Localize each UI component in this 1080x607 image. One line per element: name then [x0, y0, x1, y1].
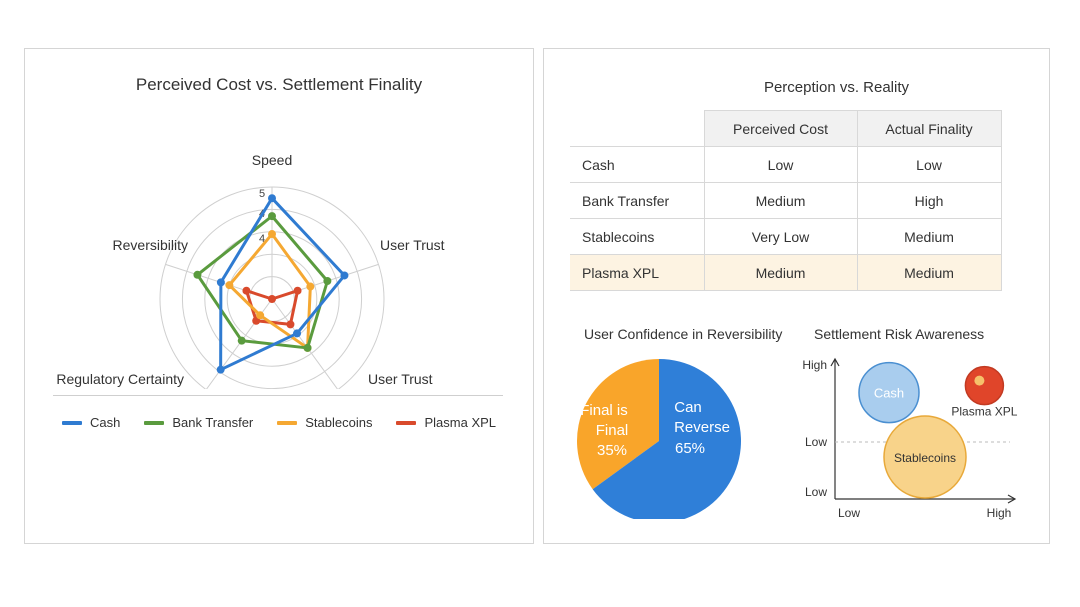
- legend-swatch-cash: [61, 420, 82, 425]
- row-label: Stablecoins: [570, 218, 704, 255]
- row-label: Plasma XPL: [570, 254, 704, 291]
- legend-swatch-plasma-xpl: [396, 420, 417, 425]
- radar-point-cash: [216, 278, 225, 287]
- row-actual: Medium: [856, 218, 1002, 255]
- row-label: Bank Transfer: [570, 182, 704, 219]
- pie-chart: Final is Final 35% Can Reverse 65%: [577, 359, 741, 519]
- radar-point-plasma-xpl: [242, 286, 251, 295]
- radar-point-bank-transfer: [303, 343, 312, 352]
- legend-item-bank-transfer: Bank Transfer: [144, 415, 253, 430]
- legend-item-stablecoins: Stablecoins: [277, 415, 372, 430]
- pie-label-final: Final is: [580, 402, 628, 419]
- table-header-row: Perceived Cost Actual Finality: [570, 110, 1002, 147]
- legend-swatch-bank-transfer: [144, 420, 165, 425]
- radar-legend: Cash Bank Transfer Stablecoins Plasma XP…: [25, 415, 533, 430]
- radar-axis-label: Speed: [252, 152, 292, 168]
- legend-label-cash: Cash: [89, 415, 121, 430]
- table-title: Perception vs. Reality: [763, 79, 910, 96]
- radar-point-bank-transfer: [323, 277, 332, 286]
- legend-swatch-stablecoins: [277, 420, 298, 425]
- legend-label-bank-transfer: Bank Transfer: [172, 415, 254, 430]
- right-panel: Perception vs. Reality Perceived Cost Ac…: [543, 48, 1050, 544]
- radar-axis-label: Reversibility: [113, 237, 188, 253]
- legend-item-plasma-xpl: Plasma XPL: [396, 415, 496, 430]
- pie-label-final: 35%: [597, 442, 627, 459]
- bubble-y-label: Low: [805, 485, 827, 499]
- bubble-point: [883, 415, 967, 499]
- row-perceived: Medium: [703, 182, 857, 219]
- table-header-actual: Actual Finality: [856, 110, 1002, 147]
- radar-point-bank-transfer: [237, 336, 246, 345]
- radar-axis-label: User Trust: [380, 237, 445, 253]
- radar-point-cash: [340, 271, 349, 280]
- bubble-title: Settlement Risk Awareness: [814, 326, 985, 342]
- pie-label-final: Final: [596, 422, 629, 439]
- pie-title: User Confidence in Reversibility: [584, 326, 783, 342]
- bubble-x-label: Low: [838, 506, 860, 520]
- radar-point-plasma-xpl: [293, 286, 302, 295]
- table-header-perceived: Perceived Cost: [703, 110, 857, 147]
- pie-label-reverse: Reverse: [674, 419, 730, 436]
- pie-label-reverse: Can: [674, 399, 702, 416]
- radar-series-cash: [219, 196, 346, 372]
- perception-table: Perceived Cost Actual Finality Cash Low …: [570, 110, 1002, 291]
- radar-tick-label: 4: [259, 233, 265, 245]
- bubble-y-arrow: [830, 357, 840, 367]
- radar-point-cash: [293, 329, 302, 338]
- radar-point-stablecoins: [268, 230, 276, 239]
- radar-point-bank-transfer: [268, 212, 276, 221]
- bubble-x-arrow: [1007, 494, 1017, 504]
- bubble-chart: High Low Low Low High Cash Plasma XPL Stablecoi…: [802, 357, 1018, 520]
- legend-divider: [53, 395, 503, 396]
- bubble-y-label: Low: [805, 435, 827, 449]
- row-perceived: Medium: [703, 254, 857, 291]
- radar-point-cash: [216, 365, 225, 374]
- table-header-blank: [570, 110, 704, 147]
- radar-title: Perceived Cost vs. Settlement Finality: [135, 75, 423, 94]
- table-row: Stablecoins Very Low Medium: [570, 218, 1002, 255]
- radar-series-stablecoins: [227, 232, 312, 350]
- radar-axis-label: User Trust: [368, 371, 433, 387]
- table-row: Bank Transfer Medium High: [570, 182, 1002, 219]
- table-row: Cash Low Low: [570, 146, 1002, 183]
- bubble-point: [964, 365, 1005, 406]
- radar-point-plasma-xpl: [286, 320, 295, 329]
- legend-label-plasma-xpl: Plasma XPL: [424, 415, 497, 430]
- radar-tick-label: 5: [259, 188, 265, 200]
- bubble-point: [858, 361, 920, 424]
- bubble-y-label: High: [802, 358, 827, 372]
- bubble-label: Cash: [874, 386, 904, 401]
- bubble-highlight: [974, 375, 985, 386]
- radar-point-stablecoins: [306, 282, 315, 291]
- pie-label-reverse: 65%: [675, 440, 705, 457]
- row-actual: High: [856, 182, 1002, 219]
- bubble-label: Stablecoins: [894, 451, 956, 465]
- table-row-highlighted: Plasma XPL Medium Medium: [570, 254, 1002, 291]
- row-label: Cash: [570, 146, 704, 183]
- row-actual: Low: [856, 146, 1002, 183]
- radar-point-cash: [268, 194, 276, 203]
- bubble-label: Plasma XPL: [951, 405, 1017, 419]
- row-perceived: Low: [703, 146, 857, 183]
- radar-panel: Perceived Cost vs. Settlement Finality 5…: [24, 48, 534, 544]
- radar-point-stablecoins: [256, 311, 265, 320]
- row-actual: Medium: [856, 254, 1002, 291]
- radar-axis-label: Regulatory Certainty: [56, 371, 184, 387]
- pie-slice: [577, 359, 659, 490]
- row-perceived: Very Low: [703, 218, 857, 255]
- radar-point-bank-transfer: [193, 270, 202, 279]
- legend-item-cash: Cash: [61, 415, 121, 430]
- radar-point-stablecoins: [225, 281, 234, 290]
- pie-slice: [592, 359, 741, 519]
- bubble-x-label: High: [987, 506, 1012, 520]
- radar-point-plasma-xpl: [268, 295, 276, 303]
- legend-label-stablecoins: Stablecoins: [305, 415, 373, 430]
